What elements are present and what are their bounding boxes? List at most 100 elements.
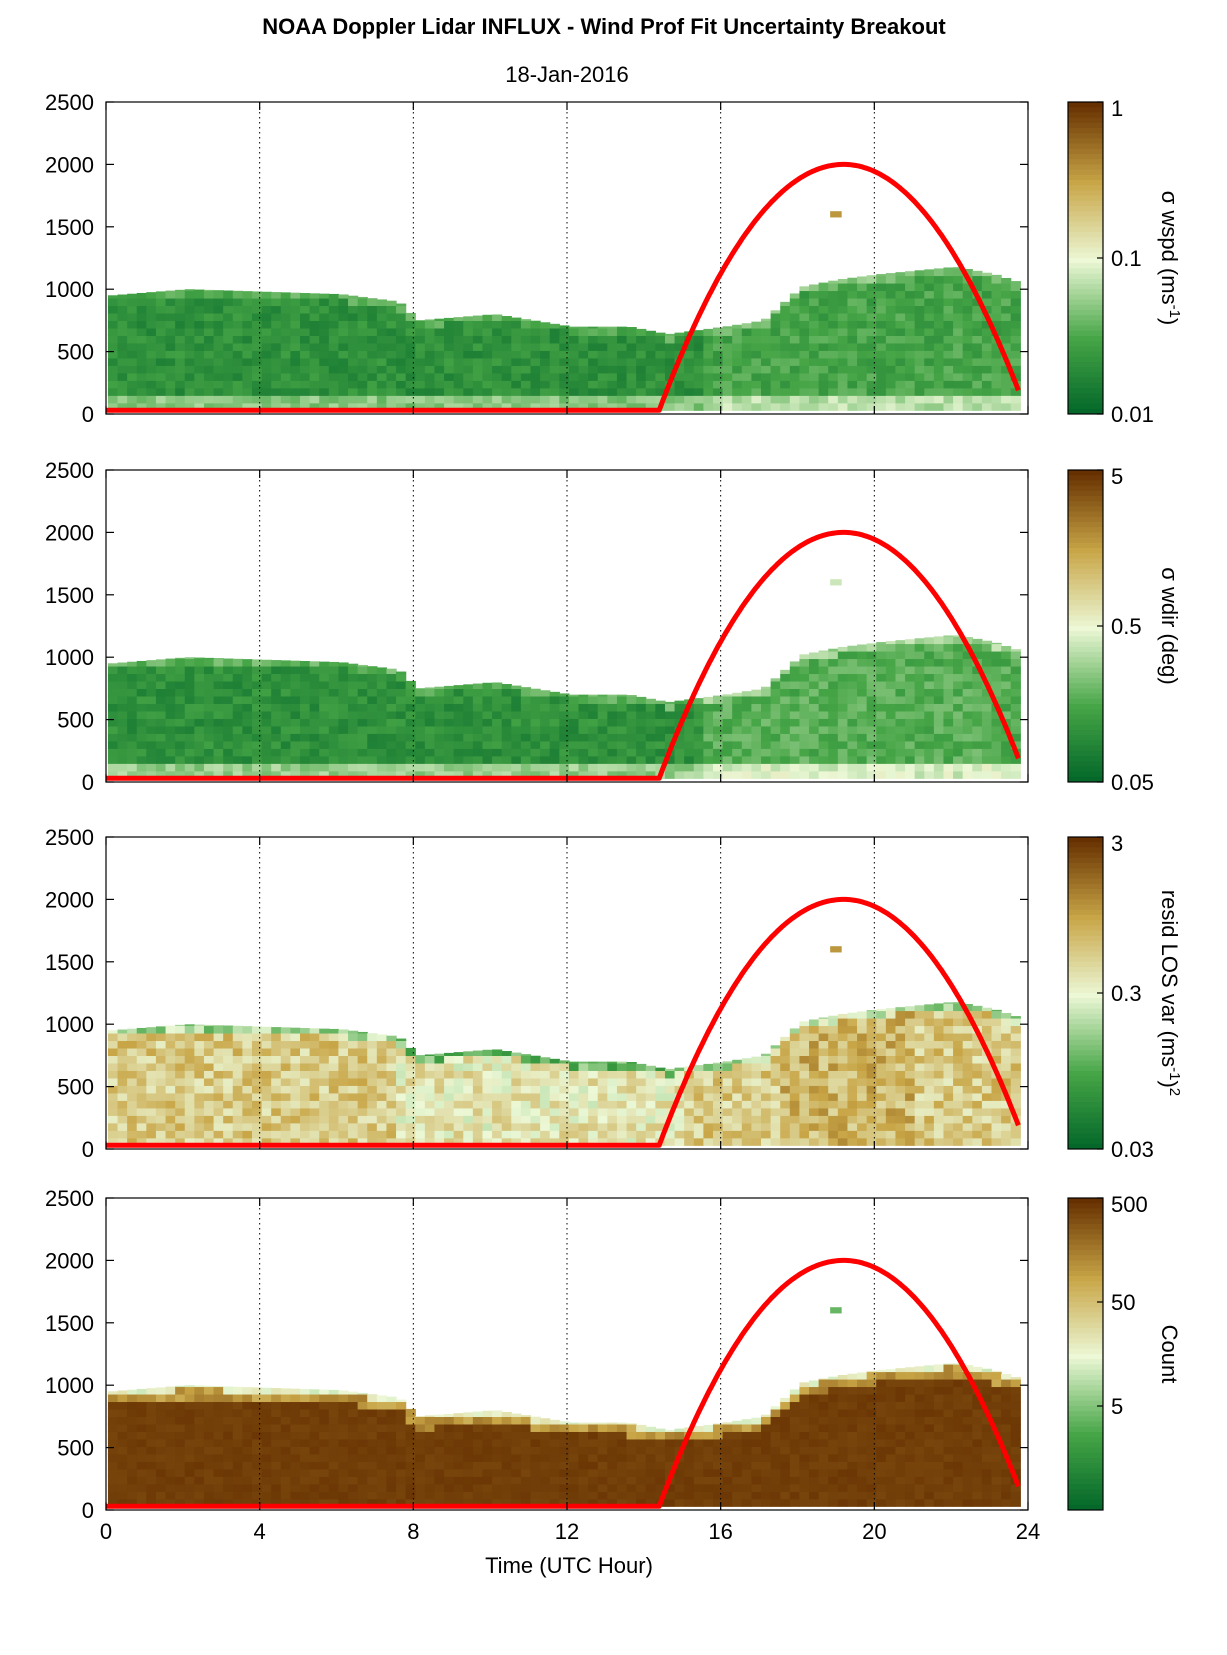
heatmap-cell xyxy=(194,297,205,307)
heatmap-cell xyxy=(300,1107,311,1116)
heatmap-cell xyxy=(703,1070,714,1079)
heatmap-cell xyxy=(127,350,138,359)
heatmap-cell xyxy=(184,1137,195,1146)
heatmap-cell xyxy=(117,372,128,381)
heatmap-cell xyxy=(338,365,349,374)
heatmap-cell xyxy=(885,297,897,307)
heatmap-cell xyxy=(914,1070,925,1079)
heatmap-cell xyxy=(847,1032,858,1042)
heatmap-cell xyxy=(693,703,704,712)
heatmap-cell xyxy=(309,1483,320,1492)
heatmap-cell xyxy=(885,755,897,764)
heatmap-cell xyxy=(924,335,935,344)
heatmap-cell xyxy=(655,748,666,757)
heatmap-cell xyxy=(828,1115,839,1124)
heatmap-cell xyxy=(338,673,349,682)
heatmap-cell xyxy=(809,372,820,381)
heatmap-cell xyxy=(866,1010,877,1019)
heatmap-cell xyxy=(309,703,320,712)
heatmap-cell xyxy=(492,1092,503,1101)
heatmap-cell xyxy=(972,673,983,682)
heatmap-cell xyxy=(885,1017,897,1027)
heatmap-cell xyxy=(636,725,647,734)
heatmap-cell xyxy=(251,1026,263,1034)
heatmap-cell xyxy=(780,718,791,727)
heatmap-cell xyxy=(876,372,887,381)
heatmap-cell xyxy=(933,650,945,660)
heatmap-cell xyxy=(501,770,512,779)
heatmap-cell xyxy=(857,1040,868,1049)
heatmap-cell xyxy=(809,284,820,292)
heatmap-cell xyxy=(203,395,215,404)
heatmap-cell xyxy=(271,1077,282,1086)
heatmap-cell xyxy=(693,342,704,351)
heatmap-cell xyxy=(1010,1017,1021,1027)
heatmap-cell xyxy=(905,763,916,772)
heatmap-cell xyxy=(146,725,157,734)
heatmap-cell xyxy=(511,763,522,772)
heatmap-cell xyxy=(847,1137,858,1146)
heatmap-cell xyxy=(847,380,858,389)
heatmap-cell xyxy=(117,1401,128,1410)
heatmap-cell xyxy=(761,342,772,351)
heatmap-cell xyxy=(127,688,138,697)
heatmap-cell xyxy=(953,733,964,742)
heatmap-cell xyxy=(770,725,781,734)
heatmap-cell xyxy=(194,312,205,321)
heatmap-cell xyxy=(914,350,925,359)
heatmap-cell xyxy=(396,718,407,727)
heatmap-cell xyxy=(895,748,906,757)
heatmap-cell xyxy=(242,1461,253,1470)
colorbar-segment xyxy=(1068,904,1103,911)
heatmap-cell xyxy=(107,1032,119,1042)
heatmap-cell xyxy=(933,290,945,299)
heatmap-cell xyxy=(184,1130,195,1139)
heatmap-cell xyxy=(664,402,676,411)
heatmap-cell xyxy=(540,380,551,389)
heatmap-cell xyxy=(213,763,224,772)
heatmap-cell xyxy=(376,1092,388,1101)
heatmap-cell xyxy=(972,1115,983,1124)
heatmap-cell xyxy=(453,710,464,719)
heatmap-cell xyxy=(943,305,954,314)
heatmap-cell xyxy=(232,1092,243,1101)
heatmap-cell xyxy=(789,665,801,675)
heatmap-cell xyxy=(232,357,243,366)
heatmap-cell xyxy=(943,710,954,719)
heatmap-cell xyxy=(943,327,954,336)
heatmap-cell xyxy=(280,1115,291,1124)
heatmap-cell xyxy=(107,1423,119,1432)
heatmap-cell xyxy=(127,665,138,675)
heatmap-cell xyxy=(520,740,532,749)
heatmap-cell xyxy=(405,372,416,381)
heatmap-cell xyxy=(175,1092,186,1101)
heatmap-cell xyxy=(309,335,320,344)
heatmap-cell xyxy=(251,297,263,307)
heatmap-cell xyxy=(251,1077,263,1086)
heatmap-cell xyxy=(348,320,359,329)
heatmap-cell xyxy=(693,698,704,704)
heatmap-cell xyxy=(962,1055,973,1064)
heatmap-cell xyxy=(213,290,224,292)
heatmap-cell xyxy=(501,335,512,344)
heatmap-cell xyxy=(203,718,215,727)
heatmap-cell xyxy=(280,357,291,366)
heatmap-cell xyxy=(386,1107,397,1116)
heatmap-cell xyxy=(981,703,993,712)
heatmap-cell xyxy=(876,1047,887,1056)
heatmap-cell xyxy=(674,1137,685,1146)
heatmap-cell xyxy=(194,1491,205,1500)
heatmap-cell xyxy=(242,1092,253,1101)
heatmap-cell xyxy=(703,748,714,757)
heatmap-cell xyxy=(962,1003,973,1012)
heatmap-cell xyxy=(184,1047,195,1056)
heatmap-cell xyxy=(396,320,407,329)
heatmap-cell xyxy=(588,740,599,749)
heatmap-cell xyxy=(251,1431,263,1440)
heatmap-cell xyxy=(818,282,829,292)
heatmap-cell xyxy=(751,703,762,712)
heatmap-cell xyxy=(242,1032,253,1042)
heatmap-cell xyxy=(203,1438,215,1447)
heatmap-cell xyxy=(251,1446,263,1455)
heatmap-cell xyxy=(924,748,935,757)
